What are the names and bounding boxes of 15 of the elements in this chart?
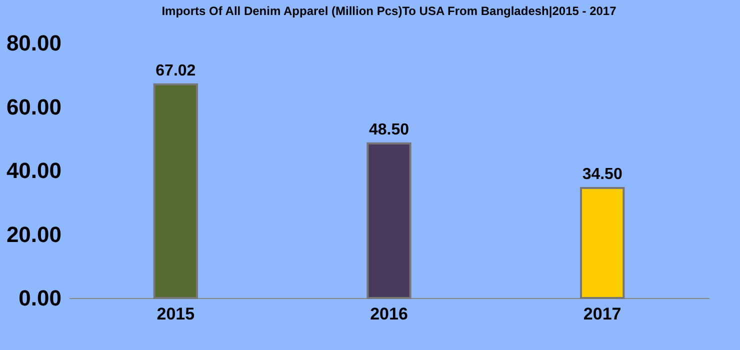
bar <box>153 83 198 299</box>
x-tick-label: 2017 <box>583 304 622 324</box>
data-label: 67.02 <box>156 62 196 80</box>
y-tick-label: 80.00 <box>6 30 62 56</box>
data-label: 48.50 <box>368 121 410 138</box>
x-tick-label: 2015 <box>156 304 195 324</box>
x-tick-label: 2016 <box>370 304 408 324</box>
y-tick-label: 20.00 <box>6 222 62 247</box>
bar <box>580 187 625 299</box>
chart-title: Imports Of All Denim Apparel (Million Pcs)To USA From Bangladesh|2015 - 2017 <box>162 4 617 18</box>
bar <box>366 142 412 299</box>
y-tick-label: 40.00 <box>6 158 62 183</box>
y-tick-label: 0.00 <box>18 286 62 310</box>
y-tick-label: 60.00 <box>6 94 62 120</box>
data-label: 34.50 <box>582 166 622 184</box>
